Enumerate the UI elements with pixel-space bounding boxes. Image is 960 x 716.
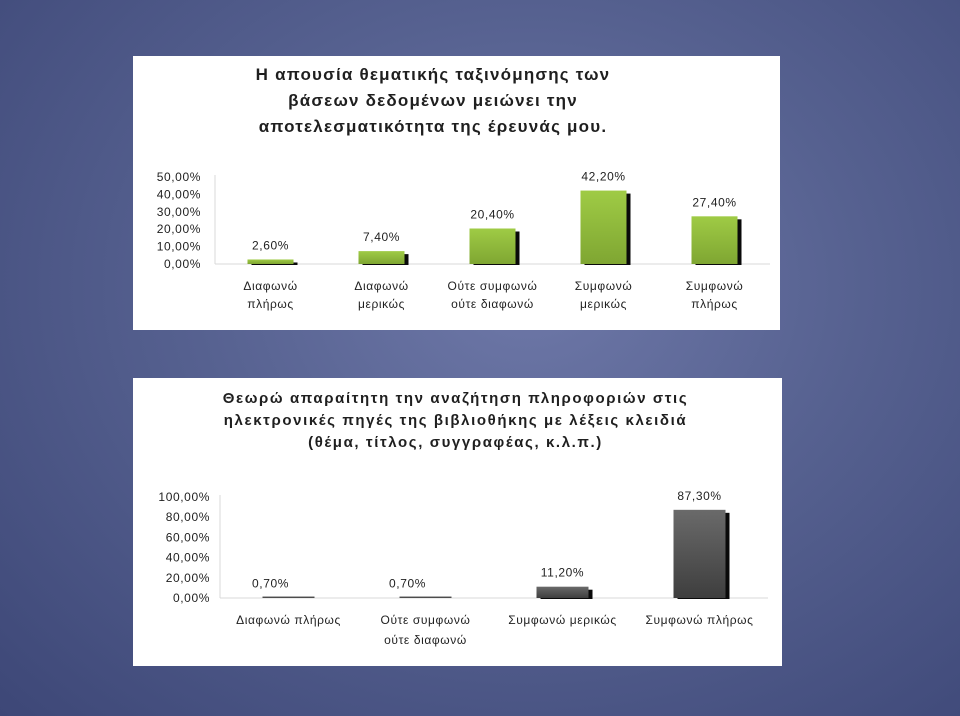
chart-1-bar	[469, 228, 516, 264]
chart-2-title-line-1: Θεωρώ απαραίτητη την αναζήτηση πληροφορι…	[222, 390, 689, 407]
chart-1-y-tick-label: 20,00%	[157, 222, 201, 236]
chart-2-data-label: 11,20%	[541, 566, 584, 580]
chart-2-bar	[262, 596, 315, 598]
chart-1-data-label: 2,60%	[252, 238, 289, 252]
chart-1-category-label: Συμφωνώ	[686, 279, 744, 293]
chart-1-title-line-3: αποτελεσματικότητα της έρευνάς μου.	[258, 117, 608, 136]
chart-1-bar	[580, 190, 627, 264]
chart-2-category-label: Συμφωνώ μερικώς	[508, 613, 617, 627]
chart-2-category-label: Ούτε συμφωνώ	[381, 613, 471, 627]
chart-1-bar	[358, 251, 405, 264]
chart-2-data-label: 0,70%	[252, 576, 289, 590]
chart-2-data-label: 0,70%	[389, 576, 426, 590]
chart-1-title: Η απουσία θεματικής ταξινόμησης των βάσε…	[233, 62, 633, 140]
chart-2-category-label: Συμφωνώ πλήρως	[645, 613, 753, 627]
chart-2-bar	[399, 596, 452, 598]
chart-2-y-tick-label: 40,00%	[166, 551, 210, 565]
chart-1-category-label: Συμφωνώ	[575, 279, 633, 293]
chart-1-data-label: 42,20%	[581, 170, 625, 184]
chart-1-y-tick-label: 40,00%	[157, 187, 201, 201]
chart-1-category-label: Διαφωνώ	[354, 279, 408, 293]
chart-1-y-tick-label: 0,00%	[164, 257, 201, 271]
chart-1-data-label: 7,40%	[363, 230, 400, 244]
chart-1-bar	[247, 259, 294, 264]
chart-2-title: Θεωρώ απαραίτητη την αναζήτηση πληροφορι…	[183, 388, 728, 454]
chart-1-category-label: Ούτε συμφωνώ	[448, 279, 538, 293]
chart-2-category-label: Διαφωνώ πλήρως	[236, 613, 341, 627]
chart-2-title-line-2: ηλεκτρονικές πηγές της βιβλιοθήκης με λέ…	[223, 412, 688, 429]
chart-2-y-tick-label: 80,00%	[166, 510, 210, 524]
chart-panel-1: Η απουσία θεματικής ταξινόμησης των βάσε…	[133, 56, 780, 330]
chart-1-category-label: πλήρως	[247, 297, 294, 311]
chart-2-y-tick-label: 0,00%	[173, 591, 210, 605]
chart-1-category-label: μερικώς	[358, 297, 405, 311]
chart-1-title-line-1: Η απουσία θεματικής ταξινόμησης των	[255, 65, 611, 84]
chart-2-y-tick-label: 20,00%	[166, 571, 210, 585]
chart-1-category-label: Διαφωνώ	[243, 279, 297, 293]
chart-1-y-tick-label: 50,00%	[157, 170, 201, 184]
chart-2-title-line-3: (θέμα, τίτλος, συγγραφέας, κ.λ.π.)	[308, 434, 603, 451]
chart-1-data-label: 20,40%	[470, 208, 514, 222]
chart-1-title-line-2: βάσεων δεδομένων μειώνει την	[288, 91, 578, 110]
chart-2-bar	[673, 509, 726, 598]
chart-1-y-tick-label: 10,00%	[157, 240, 201, 254]
chart-1-y-tick-label: 30,00%	[157, 205, 201, 219]
chart-2-data-label: 87,30%	[677, 489, 721, 503]
chart-1-bar	[691, 216, 738, 264]
chart-1-category-label: πλήρως	[691, 297, 738, 311]
chart-1-data-label: 27,40%	[692, 195, 736, 209]
chart-2-bar	[536, 586, 589, 598]
chart-2-y-tick-label: 60,00%	[166, 530, 210, 544]
chart-1-category-label: μερικώς	[580, 297, 627, 311]
chart-2-category-label: ούτε διαφωνώ	[384, 633, 467, 647]
chart-1-category-label: ούτε διαφωνώ	[451, 297, 534, 311]
chart-2-y-tick-label: 100,00%	[158, 490, 210, 504]
